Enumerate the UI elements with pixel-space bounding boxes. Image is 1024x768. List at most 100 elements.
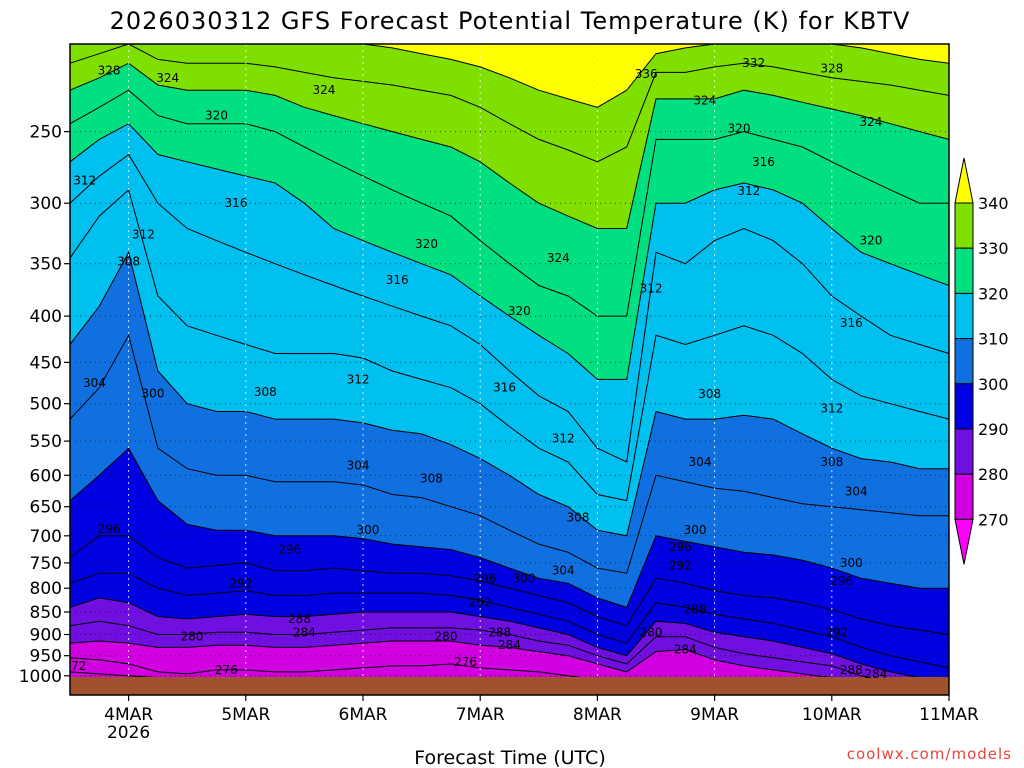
contour-label: 292 xyxy=(825,625,848,639)
contour-label: 324 xyxy=(156,71,179,85)
contour-label: 312 xyxy=(73,173,96,187)
gridlines xyxy=(70,44,949,695)
y-tick-label: 600 xyxy=(30,466,62,486)
colorbar-label: 330 xyxy=(978,239,1009,258)
isentrope-304 xyxy=(70,333,949,574)
plot-area: 328 324 324 320 312 316 312 308 320 316 324 320 336 3… xyxy=(70,44,949,695)
y-tick-label: 700 xyxy=(30,527,62,547)
contour-label: 316 xyxy=(493,381,516,395)
contour-label: 324 xyxy=(547,251,570,265)
contour-label: 292 xyxy=(229,576,252,590)
contour-label: 312 xyxy=(347,372,370,386)
contour-label: 308 xyxy=(117,254,140,268)
contour-label: 312 xyxy=(640,282,663,296)
contour-label: 300 xyxy=(356,523,379,537)
contour-label: 284 xyxy=(864,667,887,681)
isentrope-336 xyxy=(70,44,949,108)
x-tick-label: 10MAR xyxy=(802,705,862,725)
x-tick-label: 9MAR xyxy=(690,705,739,725)
colorbar-segment xyxy=(954,428,974,475)
contour-label: 276 xyxy=(215,663,238,677)
colorbar-bottom-arrow xyxy=(954,518,974,565)
x-tick-label: 6MAR xyxy=(339,705,388,725)
colorbar-segment xyxy=(954,247,974,294)
contour-label: 308 xyxy=(420,472,443,486)
y-tick-label: 1000 xyxy=(19,667,62,687)
contour-label: 312 xyxy=(552,431,575,445)
contour-label: 332 xyxy=(742,56,765,70)
contour-label: 304 xyxy=(83,376,106,390)
ground-terrain xyxy=(70,677,949,695)
y-tick-label: 450 xyxy=(30,353,62,373)
contour-label: 288 xyxy=(840,663,863,677)
contour-label: 300 xyxy=(840,556,863,570)
contour-label: 320 xyxy=(205,109,228,123)
colorbar-label: 290 xyxy=(978,420,1009,439)
contour-label: 288 xyxy=(684,603,707,617)
y-tick-label: 850 xyxy=(30,603,62,623)
contour-label: 324 xyxy=(859,115,882,129)
contour-label: 316 xyxy=(225,196,248,210)
contour-label: 304 xyxy=(347,458,370,472)
contour-label: 304 xyxy=(689,455,712,469)
contour-labels: 328 324 324 320 312 316 312 308 320 316 324 320 336 3… xyxy=(70,56,887,681)
isentrope-300 xyxy=(70,447,949,609)
isentrope-280 xyxy=(70,640,949,683)
isentrope-292 xyxy=(70,572,949,669)
contour-label: 296 xyxy=(474,571,497,585)
isentrope-316 xyxy=(70,153,949,463)
contour-label: 300 xyxy=(684,523,707,537)
colorbar-label: 270 xyxy=(978,510,1009,529)
contour-label: 280 xyxy=(181,630,204,644)
y-tick-label: 250 xyxy=(30,123,62,143)
colorbar-segment xyxy=(954,383,974,430)
contour-label: 288 xyxy=(488,625,511,639)
contour-label: 312 xyxy=(737,184,760,198)
colorbar-label: 340 xyxy=(978,194,1009,213)
contour-label: 320 xyxy=(415,237,438,251)
contour-label: 316 xyxy=(386,273,409,287)
isentrope-328 xyxy=(70,62,949,229)
y-tick-label: 950 xyxy=(30,647,62,667)
isentrope-324 xyxy=(70,89,949,317)
credit-text: coolwx.com/models xyxy=(847,745,1012,763)
isentrope-312 xyxy=(70,188,949,502)
contour-label: 284 xyxy=(498,638,521,652)
y-tick-label: 350 xyxy=(30,255,62,275)
colorbar-segment xyxy=(954,338,974,385)
isentrope-284 xyxy=(70,620,949,683)
contour-label: 320 xyxy=(859,234,882,248)
y-tick-label: 500 xyxy=(30,395,62,415)
contour-label: 284 xyxy=(674,643,697,657)
isentrope-296 xyxy=(70,535,949,635)
y-tick-label: 900 xyxy=(30,626,62,646)
colorbar-label: 300 xyxy=(978,375,1009,394)
contour-label: 304 xyxy=(845,484,868,498)
contour-label: 296 xyxy=(98,522,121,536)
contour-label: 320 xyxy=(728,122,751,136)
contour-label: 308 xyxy=(566,510,589,524)
y-axis: 250 300 350 400 450 500 550 600 650 700 750 800 850 9… xyxy=(19,123,70,687)
isentrope-308 xyxy=(70,250,949,537)
contour-label: 284 xyxy=(293,625,316,639)
x-tick-sublabel: 2026 xyxy=(107,723,150,743)
isentrope-332 xyxy=(70,44,949,163)
isentrope-320 xyxy=(70,123,949,380)
plot-frame xyxy=(69,43,950,696)
contour-label: 324 xyxy=(693,94,716,108)
y-tick-label: 400 xyxy=(30,307,62,327)
contour-label: 324 xyxy=(312,83,335,97)
isentrope-288 xyxy=(70,597,949,683)
colorbar-segment xyxy=(954,473,974,520)
y-tick-label: 750 xyxy=(30,554,62,574)
colorbar-label: 310 xyxy=(978,330,1009,349)
contour-label: 316 xyxy=(752,155,775,169)
x-tick-label: 11MAR xyxy=(919,705,979,725)
contour-label: 300 xyxy=(513,571,536,585)
chart-title: 2026030312 GFS Forecast Potential Temper… xyxy=(110,7,911,35)
x-tick-label: 8MAR xyxy=(573,705,622,725)
contour-label: 280 xyxy=(640,625,663,639)
colorbar-label: 280 xyxy=(978,465,1009,484)
